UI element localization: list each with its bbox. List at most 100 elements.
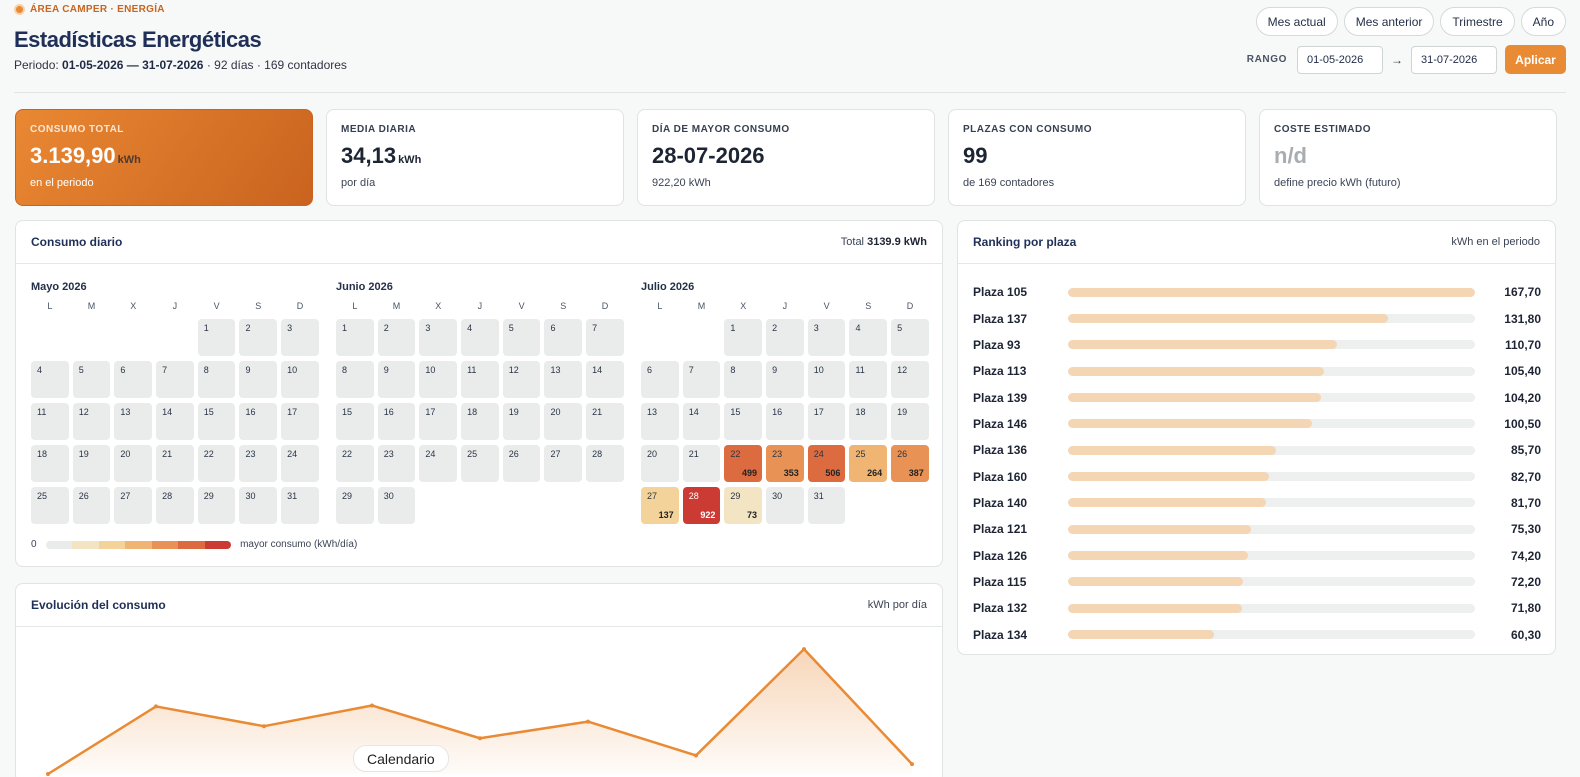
ranking-row[interactable]: Plaza 146 100,50: [973, 411, 1541, 437]
calendar-day[interactable]: 11: [31, 403, 69, 440]
calendar-day[interactable]: 8: [724, 361, 763, 398]
ranking-row[interactable]: Plaza 139 104,20: [973, 384, 1541, 410]
calendar-day[interactable]: 11: [849, 361, 888, 398]
ranking-row[interactable]: Plaza 136 85,70: [973, 437, 1541, 463]
calendar-day[interactable]: 11: [461, 361, 499, 398]
evolution-point[interactable]: [370, 703, 374, 708]
calendar-day[interactable]: 14: [682, 403, 721, 440]
calendar-day[interactable]: 7: [586, 319, 624, 356]
calendar-day[interactable]: 19: [72, 445, 111, 482]
evolution-point[interactable]: [478, 736, 482, 741]
calendar-day[interactable]: 15: [724, 403, 763, 440]
ranking-row[interactable]: Plaza 113 105,40: [973, 358, 1541, 384]
quick-quarter-button[interactable]: Trimestre: [1440, 7, 1515, 36]
calendar-day[interactable]: 2: [239, 319, 278, 356]
calendar-day[interactable]: 22: [336, 445, 374, 482]
calendar-day[interactable]: 23: [377, 445, 416, 482]
calendar-day[interactable]: 2: [377, 319, 416, 356]
evolution-point[interactable]: [802, 647, 806, 652]
evolution-point[interactable]: [586, 719, 590, 724]
calendar-day[interactable]: 2: [766, 319, 804, 356]
calendar-day[interactable]: 9: [377, 361, 416, 398]
calendar-day[interactable]: 12: [502, 361, 541, 398]
calendar-day[interactable]: 7: [156, 361, 194, 398]
evolution-point[interactable]: [910, 762, 914, 767]
calendar-day[interactable]: 27: [114, 487, 153, 524]
calendar-day[interactable]: 8: [197, 361, 236, 398]
calendar-day[interactable]: 1: [336, 319, 374, 356]
calendar-day[interactable]: 20: [544, 403, 583, 440]
calendar-day[interactable]: 17: [419, 403, 458, 440]
calendar-day[interactable]: 29 73: [724, 487, 763, 524]
calendar-day[interactable]: 29: [336, 487, 374, 524]
calendar-day[interactable]: 16: [377, 403, 416, 440]
ranking-row[interactable]: Plaza 140 81,70: [973, 490, 1541, 516]
quick-year-button[interactable]: Año: [1520, 7, 1566, 36]
calendar-day[interactable]: 15: [336, 403, 374, 440]
date-to-input[interactable]: [1411, 45, 1497, 74]
calendar-day[interactable]: 1: [197, 319, 236, 356]
calendar-day[interactable]: 4: [849, 319, 888, 356]
ranking-row[interactable]: Plaza 121 75,30: [973, 516, 1541, 542]
calendar-day[interactable]: 19: [891, 403, 929, 440]
calendar-day[interactable]: 22: [197, 445, 236, 482]
calendar-day[interactable]: 28 922: [682, 487, 721, 524]
calendar-day[interactable]: 13: [114, 403, 153, 440]
calendar-day[interactable]: 26: [72, 487, 111, 524]
calendar-day[interactable]: 23 353: [766, 445, 804, 482]
calendar-day[interactable]: 10: [281, 361, 319, 398]
calendar-day[interactable]: 14: [156, 403, 194, 440]
calendar-day[interactable]: 16: [766, 403, 804, 440]
ranking-row[interactable]: Plaza 115 72,20: [973, 569, 1541, 595]
calendar-day[interactable]: 25: [31, 487, 69, 524]
ranking-row[interactable]: Plaza 137 131,80: [973, 305, 1541, 331]
evolution-point[interactable]: [262, 724, 266, 729]
calendar-day[interactable]: 30: [377, 487, 416, 524]
calendar-day[interactable]: 3: [281, 319, 319, 356]
calendar-day[interactable]: 24 506: [807, 445, 846, 482]
ranking-row[interactable]: Plaza 160 82,70: [973, 463, 1541, 489]
calendar-day[interactable]: 28: [586, 445, 624, 482]
calendar-day[interactable]: 6: [114, 361, 153, 398]
calendar-day[interactable]: 16: [239, 403, 278, 440]
calendar-day[interactable]: 9: [239, 361, 278, 398]
calendar-day[interactable]: 17: [281, 403, 319, 440]
calendar-day[interactable]: 14: [586, 361, 624, 398]
calendar-day[interactable]: 12: [891, 361, 929, 398]
calendar-day[interactable]: 6: [544, 319, 583, 356]
calendar-day[interactable]: 6: [641, 361, 679, 398]
calendar-day[interactable]: 30: [239, 487, 278, 524]
quick-previous-month-button[interactable]: Mes anterior: [1343, 7, 1435, 36]
calendar-day[interactable]: 27: [544, 445, 583, 482]
date-from-input[interactable]: [1297, 45, 1383, 74]
calendar-day[interactable]: 24: [281, 445, 319, 482]
ranking-row[interactable]: Plaza 134 60,30: [973, 621, 1541, 647]
calendar-day[interactable]: 30: [766, 487, 804, 524]
calendar-day[interactable]: 22 499: [724, 445, 763, 482]
calendar-day[interactable]: 10: [807, 361, 846, 398]
calendar-day[interactable]: 26: [502, 445, 541, 482]
calendar-day[interactable]: 18: [461, 403, 499, 440]
calendar-day[interactable]: 3: [419, 319, 458, 356]
apply-button[interactable]: Aplicar: [1505, 45, 1566, 74]
calendar-day[interactable]: 18: [31, 445, 69, 482]
calendar-day[interactable]: 10: [419, 361, 458, 398]
calendar-day[interactable]: 25 264: [849, 445, 888, 482]
calendar-day[interactable]: 23: [239, 445, 278, 482]
calendar-day[interactable]: 13: [641, 403, 679, 440]
ranking-row[interactable]: Plaza 126 74,20: [973, 542, 1541, 568]
calendar-day[interactable]: 31: [281, 487, 319, 524]
calendar-day[interactable]: 15: [197, 403, 236, 440]
calendar-day[interactable]: 27 137: [641, 487, 679, 524]
calendar-day[interactable]: 19: [502, 403, 541, 440]
evolution-point[interactable]: [694, 753, 698, 758]
calendar-day[interactable]: 3: [807, 319, 846, 356]
calendar-day[interactable]: 21: [586, 403, 624, 440]
calendar-day[interactable]: 20: [641, 445, 679, 482]
calendar-day[interactable]: 20: [114, 445, 153, 482]
calendar-day[interactable]: 18: [849, 403, 888, 440]
ranking-row[interactable]: Plaza 132 71,80: [973, 595, 1541, 621]
ranking-row[interactable]: Plaza 93 110,70: [973, 332, 1541, 358]
calendar-day[interactable]: 5: [72, 361, 111, 398]
calendar-day[interactable]: 12: [72, 403, 111, 440]
